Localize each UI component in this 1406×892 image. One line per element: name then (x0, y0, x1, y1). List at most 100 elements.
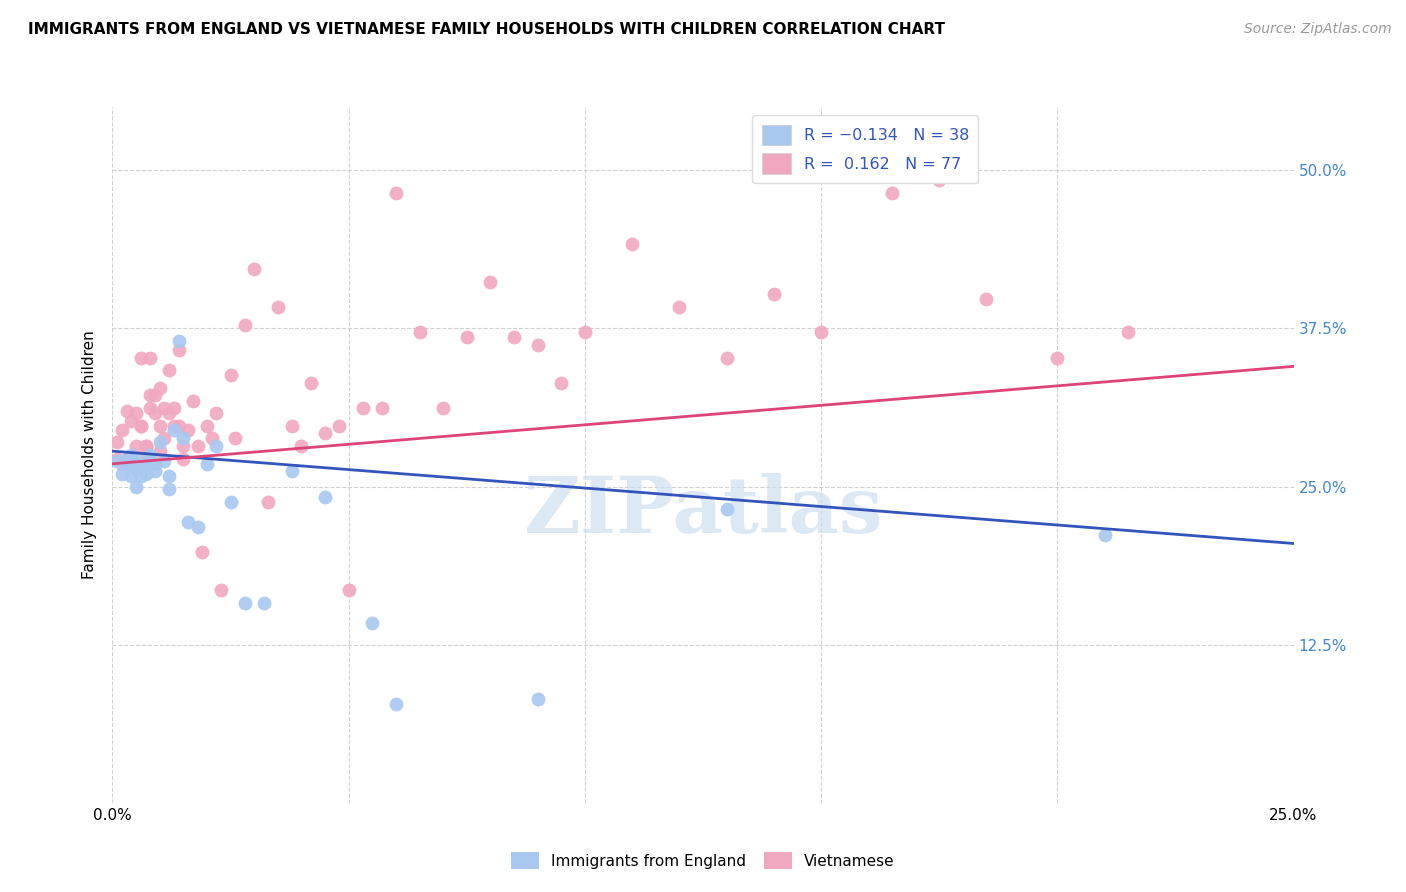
Point (371, 401, 394, 416)
Point (205, 406, 228, 420)
Point (129, 469, 152, 483)
Point (219, 494, 242, 508)
Point (1094, 527, 1116, 541)
Point (125, 439, 148, 453)
Point (167, 343, 190, 357)
Point (195, 418, 218, 433)
Legend: Immigrants from England, Vietnamese: Immigrants from England, Vietnamese (505, 846, 901, 875)
Point (456, 330, 478, 344)
Point (129, 351, 152, 365)
Point (157, 482, 180, 496)
Point (149, 444, 172, 458)
Point (172, 439, 194, 453)
Point (139, 454, 162, 468)
Point (1116, 325, 1139, 339)
Point (281, 464, 304, 478)
Text: ZIPatlas: ZIPatlas (523, 473, 883, 549)
Point (219, 368, 242, 383)
Point (191, 545, 214, 559)
Point (149, 435, 172, 450)
Point (668, 300, 690, 314)
Point (139, 351, 162, 365)
Point (976, 293, 998, 307)
Point (139, 448, 162, 462)
Point (135, 439, 157, 453)
Point (299, 376, 322, 390)
Y-axis label: Family Households with Children: Family Households with Children (82, 331, 97, 579)
Point (167, 334, 190, 348)
Point (233, 596, 256, 610)
Point (810, 325, 832, 339)
Legend: R = −0.134   N = 38, R =  0.162   N = 77: R = −0.134 N = 38, R = 0.162 N = 77 (752, 115, 979, 183)
Point (337, 583, 360, 598)
Point (432, 401, 454, 416)
Point (328, 418, 350, 433)
Point (928, 173, 950, 187)
Point (163, 423, 186, 437)
Point (157, 469, 180, 483)
Point (125, 451, 148, 466)
Point (574, 325, 596, 339)
Point (257, 494, 280, 508)
Point (153, 401, 176, 416)
Point (120, 448, 142, 462)
Point (120, 469, 142, 483)
Point (186, 520, 208, 534)
Point (314, 490, 336, 504)
Point (125, 406, 148, 420)
Point (143, 388, 166, 402)
Point (716, 502, 738, 516)
Point (281, 418, 304, 433)
Point (153, 454, 176, 468)
Point (385, 697, 408, 711)
Point (209, 583, 232, 598)
Point (143, 406, 166, 420)
Point (550, 376, 572, 390)
Point (880, 186, 903, 200)
Point (1046, 351, 1069, 365)
Point (186, 439, 208, 453)
Point (153, 432, 176, 446)
Point (149, 381, 172, 395)
Point (243, 262, 266, 277)
Point (125, 460, 148, 475)
Point (111, 423, 134, 437)
Point (172, 432, 194, 446)
Point (129, 460, 152, 475)
Point (526, 692, 548, 706)
Point (125, 479, 148, 493)
Point (267, 300, 290, 314)
Point (115, 403, 138, 417)
Point (139, 401, 162, 416)
Point (290, 439, 312, 453)
Point (115, 451, 138, 466)
Point (172, 451, 194, 466)
Point (621, 236, 644, 251)
Point (253, 596, 276, 610)
Point (177, 423, 200, 437)
Point (115, 451, 138, 466)
Point (129, 418, 152, 433)
Point (157, 406, 180, 420)
Point (125, 457, 148, 471)
Point (361, 616, 384, 631)
Point (120, 451, 142, 466)
Point (526, 338, 548, 352)
Text: Source: ZipAtlas.com: Source: ZipAtlas.com (1244, 22, 1392, 37)
Point (233, 318, 256, 332)
Point (503, 330, 526, 344)
Point (135, 439, 157, 453)
Point (135, 451, 157, 466)
Point (111, 457, 134, 471)
Point (115, 457, 138, 471)
Point (716, 351, 738, 365)
Point (762, 287, 785, 301)
Point (181, 393, 204, 408)
Point (149, 418, 172, 433)
Point (479, 275, 502, 289)
Point (139, 388, 162, 402)
Text: IMMIGRANTS FROM ENGLAND VS VIETNAMESE FAMILY HOUSEHOLDS WITH CHILDREN CORRELATIO: IMMIGRANTS FROM ENGLAND VS VIETNAMESE FA… (28, 22, 945, 37)
Point (157, 363, 180, 377)
Point (201, 432, 224, 446)
Point (224, 432, 246, 446)
